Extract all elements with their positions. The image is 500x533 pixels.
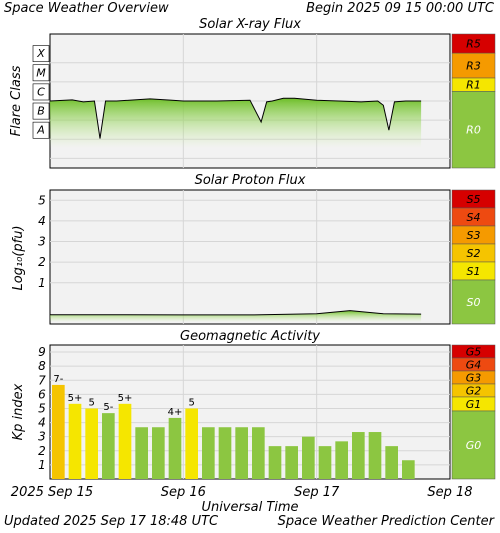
kp-ylabel: Kp index bbox=[11, 383, 26, 440]
kp-bar bbox=[385, 446, 398, 479]
kp-bar bbox=[102, 413, 115, 479]
kp-bar bbox=[352, 432, 365, 479]
xray-tick-box-m bbox=[32, 64, 50, 82]
kp-bar bbox=[202, 427, 215, 479]
overview-title: Space Weather Overview bbox=[4, 1, 169, 16]
kp-bar bbox=[335, 441, 348, 479]
xray-tick-x: X bbox=[36, 47, 45, 60]
kp-bar-label: 5+ bbox=[68, 393, 83, 404]
kp-bar bbox=[152, 427, 165, 479]
xray-scale-label-r0: R0 bbox=[466, 124, 481, 137]
xray-scale-label-r1: R1 bbox=[466, 79, 481, 92]
kp-bar bbox=[402, 460, 415, 479]
xray-scale-label-r3: R3 bbox=[466, 60, 481, 73]
kp-tick-4: 4 bbox=[38, 416, 46, 430]
kp-scale-label-g3: G3 bbox=[466, 372, 482, 385]
proton-scale-label-s4: S4 bbox=[467, 211, 481, 224]
proton-scale-s0 bbox=[451, 279, 496, 325]
kp-tick-3: 3 bbox=[38, 430, 46, 444]
begin-time: Begin 2025 09 15 00:00 UTC bbox=[306, 1, 494, 16]
proton-scale-label-s0: S0 bbox=[467, 296, 481, 309]
xray-tick-box-c bbox=[32, 83, 50, 101]
proton-scale-label-s2: S2 bbox=[467, 247, 481, 260]
kp-bar-label: 7- bbox=[53, 374, 63, 385]
kp-scale-label-g0: G0 bbox=[466, 439, 482, 452]
xray-scale-label-r5: R5 bbox=[466, 38, 481, 51]
proton-tick-3: 3 bbox=[38, 235, 46, 249]
kp-bar-label: 5 bbox=[88, 397, 94, 408]
kp-bar bbox=[235, 427, 248, 479]
kp-bar bbox=[285, 446, 298, 479]
kp-scale-label-g4: G4 bbox=[466, 359, 482, 372]
kp-bar bbox=[85, 408, 98, 479]
proton-tick-2: 2 bbox=[38, 255, 46, 269]
kp-tick-7: 7 bbox=[38, 373, 46, 387]
kp-scale-label-g1: G1 bbox=[466, 398, 482, 411]
xray-title: Solar X-ray Flux bbox=[199, 17, 301, 32]
proton-tick-5: 5 bbox=[38, 193, 46, 207]
x-tick-label: Sep 16 bbox=[161, 485, 206, 500]
kp-bar bbox=[218, 427, 232, 479]
x-tick-label: Sep 18 bbox=[427, 485, 472, 500]
xray-tick-box-a bbox=[32, 121, 50, 139]
kp-tick-6: 6 bbox=[38, 387, 46, 401]
xray-scale-r0 bbox=[451, 91, 496, 169]
proton-title: Solar Proton Flux bbox=[195, 173, 306, 188]
xray-tick-a: A bbox=[36, 124, 45, 137]
x-tick-label: 2025 Sep 15 bbox=[11, 485, 93, 500]
proton-flux-fill bbox=[50, 310, 422, 322]
kp-scale-g0 bbox=[451, 410, 496, 480]
kp-bar bbox=[185, 408, 198, 479]
kp-plot-area bbox=[49, 344, 451, 480]
kp-bar-label: 5+ bbox=[118, 393, 133, 404]
kp-bar bbox=[52, 384, 65, 479]
xray-tick-c: C bbox=[37, 85, 45, 98]
kp-tick-8: 8 bbox=[38, 359, 46, 373]
kp-scale-label-g5: G5 bbox=[466, 346, 482, 359]
xray-tick-m: M bbox=[36, 66, 46, 79]
kp-bar bbox=[268, 446, 282, 479]
kp-bar bbox=[368, 432, 382, 479]
kp-bar bbox=[135, 427, 148, 479]
kp-tick-1: 1 bbox=[38, 458, 46, 472]
prediction-center: Space Weather Prediction Center bbox=[277, 514, 494, 529]
proton-scale-label-s1: S1 bbox=[467, 265, 481, 278]
xray-flux-fill bbox=[50, 98, 422, 148]
proton-tick-4: 4 bbox=[38, 214, 46, 228]
kp-tick-2: 2 bbox=[38, 444, 46, 458]
kp-bar bbox=[168, 417, 182, 479]
xray-tick-box-b bbox=[32, 102, 50, 120]
kp-bar-label: 5- bbox=[103, 402, 113, 413]
updated-time: Updated 2025 Sep 17 18:48 UTC bbox=[4, 514, 219, 529]
kp-tick-9: 9 bbox=[38, 345, 46, 359]
kp-bar bbox=[302, 436, 315, 479]
proton-ylabel: Log₁₀(pfu) bbox=[11, 225, 26, 290]
proton-tick-1: 1 bbox=[38, 276, 46, 290]
kp-bar-label: 5 bbox=[188, 397, 194, 408]
x-axis-title: Universal Time bbox=[201, 500, 298, 515]
kp-bar bbox=[318, 446, 332, 479]
kp-bar bbox=[68, 403, 82, 479]
xray-flux-line bbox=[49, 97, 422, 139]
kp-tick-5: 5 bbox=[38, 401, 46, 415]
xray-tick-box-x bbox=[32, 45, 50, 63]
xray-tick-b: B bbox=[37, 105, 45, 118]
proton-flux-line bbox=[50, 310, 422, 316]
kp-bar-label: 4+ bbox=[168, 407, 183, 418]
kp-bar bbox=[252, 427, 265, 479]
kp-bar bbox=[118, 403, 132, 479]
x-tick-label: Sep 17 bbox=[294, 485, 340, 500]
xray-ylabel: Flare Class bbox=[9, 65, 24, 136]
proton-scale-label-s5: S5 bbox=[467, 193, 481, 206]
kp-scale-label-g2: G2 bbox=[466, 385, 482, 398]
proton-plot-area bbox=[49, 189, 451, 325]
kp-title: Geomagnetic Activity bbox=[180, 329, 320, 344]
proton-scale-label-s3: S3 bbox=[467, 229, 481, 242]
